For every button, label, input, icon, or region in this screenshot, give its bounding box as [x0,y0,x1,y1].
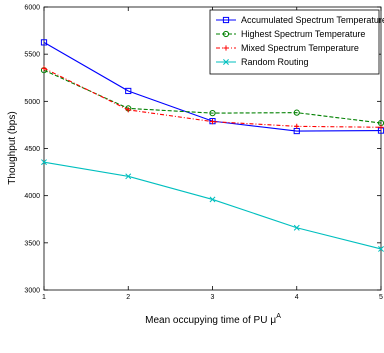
data-point-marker [209,110,216,117]
legend-entry: Random Routing [216,57,309,67]
data-point-marker [223,45,229,51]
x-axis-label-superscript: A [276,313,281,320]
x-axis-label: Mean occupying time of PU μA [145,313,281,326]
x-tick-label: 2 [126,294,130,301]
data-point-marker [40,39,48,46]
data-point-marker [209,196,216,203]
y-tick-label: 4000 [24,193,40,200]
series-random-routing [41,159,384,252]
y-tick-label: 3000 [24,288,40,295]
x-axis-label-main: Mean occupying time of PU [145,315,267,326]
data-point-marker [222,30,230,38]
data-point-marker [378,246,384,252]
y-tick-label: 5500 [24,52,40,59]
x-tick-label: 5 [379,294,383,301]
legend: Accumulated Spectrum Temperature Highest … [209,9,384,75]
legend-entry: Highest Spectrum Temperature [216,29,365,39]
series-line [43,67,382,128]
data-point-marker [294,123,300,129]
x-axis-label-mu: μ [270,315,276,326]
data-point-marker [41,159,47,166]
legend-entry: Mixed Spectrum Temperature [216,43,359,53]
y-tick-label: 4500 [24,146,40,153]
legend-label: Mixed Spectrum Temperature [241,43,359,53]
x-tick-label: 1 [42,294,46,301]
y-tick-label: 5000 [24,99,40,106]
ticks-layer: 1 2 3 4 5 3000 3500 4000 4500 5000 5500 6000 [24,5,383,302]
series-layer [40,39,384,252]
data-point-marker [125,173,132,180]
legend-box [209,9,380,75]
data-point-marker [125,107,131,113]
data-point-marker [293,109,300,116]
legend-label: Random Routing [241,57,309,67]
legend-entry: Accumulated Spectrum Temperature [216,15,384,25]
data-point-marker [41,65,47,71]
series-line [43,69,382,124]
legend-label: Accumulated Spectrum Temperature [241,15,384,25]
data-point-marker [293,224,300,231]
data-point-marker [222,16,230,24]
y-axis-label: Thoughput (bps) [7,111,18,184]
data-point-marker [209,119,216,125]
series-mixed-spectrum-temperature [41,65,384,130]
y-tick-label: 6000 [24,5,40,12]
x-tick-label: 3 [211,294,215,301]
y-tick-label: 3500 [24,240,40,247]
legend-label: Highest Spectrum Temperature [241,29,365,39]
data-point-marker [378,124,384,130]
x-tick-label: 4 [295,294,299,301]
data-point-marker [223,59,229,65]
data-point-marker [125,87,132,95]
